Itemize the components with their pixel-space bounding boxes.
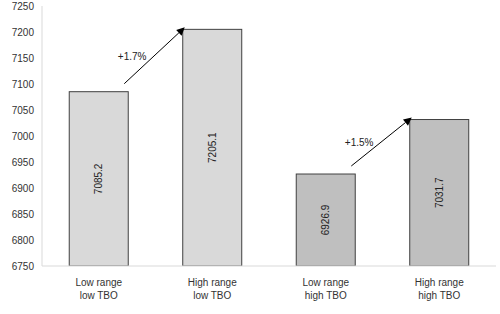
svg-text:High range: High range xyxy=(415,277,464,288)
svg-text:6950: 6950 xyxy=(12,157,35,168)
svg-text:+1.7%: +1.7% xyxy=(118,51,147,62)
svg-text:7031.7: 7031.7 xyxy=(434,177,445,208)
svg-text:high TBO: high TBO xyxy=(305,290,347,301)
svg-text:Low range: Low range xyxy=(302,277,349,288)
svg-text:7205.1: 7205.1 xyxy=(207,132,218,163)
svg-text:6926.9: 6926.9 xyxy=(320,204,331,235)
svg-text:+1.5%: +1.5% xyxy=(345,137,374,148)
svg-text:low TBO: low TBO xyxy=(193,290,231,301)
svg-text:6800: 6800 xyxy=(12,235,35,246)
svg-text:high TBO: high TBO xyxy=(418,290,460,301)
svg-text:Low range: Low range xyxy=(75,277,122,288)
svg-text:7100: 7100 xyxy=(12,79,35,90)
svg-text:7000: 7000 xyxy=(12,131,35,142)
svg-text:High range: High range xyxy=(188,277,237,288)
svg-text:7085.2: 7085.2 xyxy=(93,163,104,194)
svg-text:6750: 6750 xyxy=(12,261,35,272)
svg-text:7150: 7150 xyxy=(12,53,35,64)
svg-text:7250: 7250 xyxy=(12,1,35,12)
svg-text:7050: 7050 xyxy=(12,105,35,116)
svg-text:6900: 6900 xyxy=(12,183,35,194)
svg-text:7200: 7200 xyxy=(12,27,35,38)
svg-text:6850: 6850 xyxy=(12,209,35,220)
svg-text:low TBO: low TBO xyxy=(80,290,118,301)
